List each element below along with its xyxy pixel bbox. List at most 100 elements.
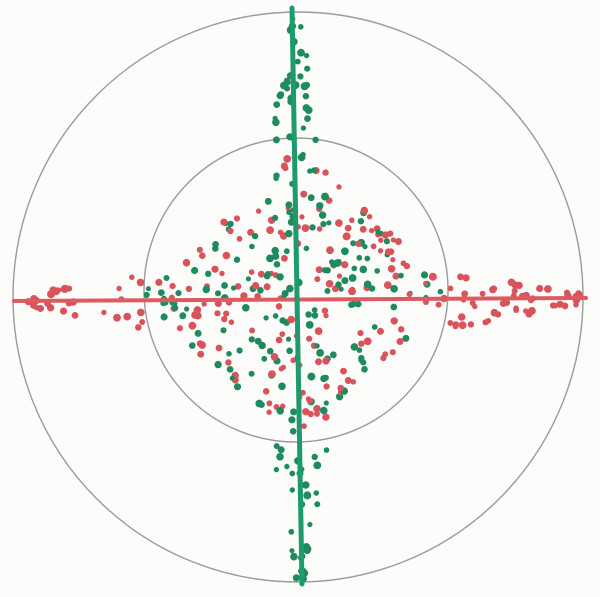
dot [311, 307, 318, 313]
dot [354, 300, 362, 308]
dot [264, 197, 272, 205]
dot [276, 92, 284, 100]
dot [266, 226, 274, 235]
dot [236, 235, 243, 242]
dot [313, 490, 320, 496]
dot [205, 270, 212, 277]
dot [266, 409, 272, 415]
dot [272, 214, 279, 221]
dot [251, 282, 260, 290]
dot [371, 324, 378, 330]
dot [511, 281, 519, 289]
dot [182, 258, 191, 267]
dot [175, 290, 182, 297]
dot [315, 358, 322, 366]
dot [330, 262, 336, 268]
dot [290, 408, 298, 416]
dot [169, 283, 176, 290]
dot [236, 347, 243, 354]
dot [139, 319, 146, 325]
dot [176, 325, 183, 332]
dot [191, 266, 199, 275]
dot [304, 115, 311, 122]
dot [214, 360, 222, 369]
dot [336, 273, 343, 279]
dot [279, 331, 286, 337]
dot [528, 307, 536, 315]
dot [286, 284, 294, 293]
dot [277, 446, 285, 454]
dot [301, 224, 310, 233]
dot [258, 341, 266, 350]
dot [494, 311, 502, 318]
dot [326, 246, 334, 255]
dot [189, 342, 196, 349]
dot [272, 136, 280, 144]
dot [297, 153, 306, 162]
dot [447, 285, 454, 292]
dot [155, 278, 163, 286]
dot [390, 257, 396, 263]
dot [285, 229, 293, 238]
dot [221, 282, 229, 289]
dot [458, 321, 467, 330]
dot [337, 384, 345, 392]
dot [355, 240, 362, 247]
dot [257, 287, 264, 294]
dot [199, 252, 206, 259]
dot [194, 329, 202, 337]
dot [300, 82, 309, 91]
dot [358, 354, 365, 362]
dot [406, 291, 413, 298]
dot [368, 285, 376, 292]
dot [255, 208, 262, 214]
dot [303, 491, 312, 500]
dot [307, 410, 314, 418]
dot [289, 548, 295, 554]
dot [314, 343, 320, 349]
dot [316, 349, 324, 357]
dot [324, 288, 331, 294]
dot [342, 232, 351, 241]
dot [482, 319, 489, 326]
dot [212, 245, 219, 252]
dot [262, 388, 270, 395]
dot [145, 286, 151, 292]
dot [370, 243, 377, 250]
dot [423, 280, 429, 287]
dot [562, 303, 569, 310]
dot [247, 228, 255, 236]
dot [314, 276, 321, 283]
dot [457, 273, 464, 281]
dot [220, 327, 227, 334]
dot [357, 218, 365, 225]
dot [234, 283, 242, 290]
dot [228, 319, 235, 326]
dot [314, 501, 321, 508]
dot [198, 341, 206, 349]
dot [359, 225, 367, 233]
dot [390, 237, 396, 243]
dot [338, 286, 344, 292]
dot [101, 309, 107, 316]
dot [323, 447, 330, 453]
dot [398, 326, 405, 333]
dot [272, 313, 279, 319]
dot [320, 406, 328, 415]
dot [300, 125, 307, 131]
dot [303, 245, 310, 252]
dot [194, 306, 201, 314]
dot [275, 336, 283, 344]
dot [278, 382, 286, 391]
dot [266, 254, 274, 263]
dot [400, 260, 407, 267]
vertical-line [289, 5, 305, 587]
dot [396, 338, 404, 345]
dot [185, 285, 193, 293]
dot [283, 248, 290, 255]
dot [383, 238, 390, 245]
dot [318, 211, 327, 219]
dot [263, 315, 269, 321]
dot [37, 305, 44, 312]
